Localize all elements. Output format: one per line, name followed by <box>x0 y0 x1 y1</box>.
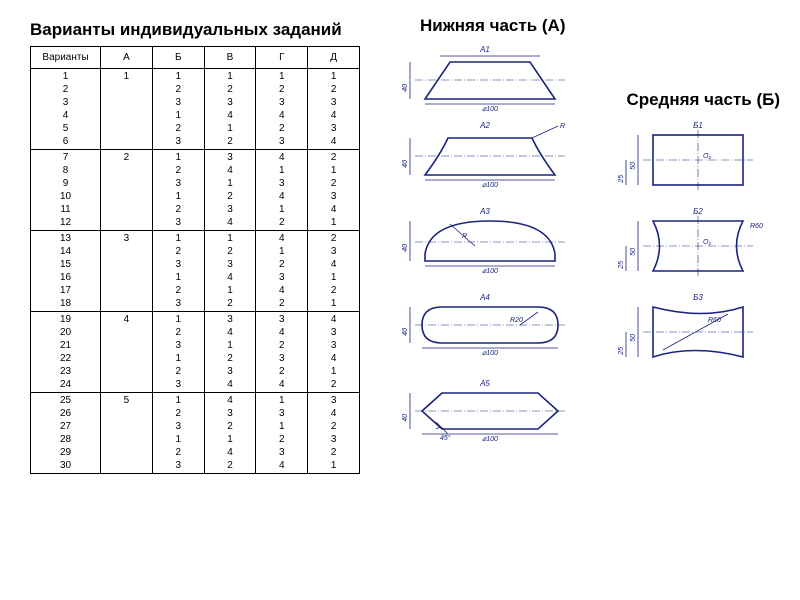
svg-text:50: 50 <box>630 162 637 170</box>
diagram-a2: А2 R ⌀100 40 <box>380 120 590 190</box>
diagram-b3: Б3 R60 50 25 <box>608 292 788 370</box>
col-g: Г <box>256 47 308 69</box>
table-cell: 341234 <box>204 312 256 393</box>
table-cell: 123434 <box>308 69 360 150</box>
table-row: 252627282930 <box>31 393 101 474</box>
svg-text:⌀100: ⌀100 <box>482 268 498 274</box>
svg-text:А5: А5 <box>479 379 490 388</box>
diagram-a4: А4 R20 ⌀100 40 <box>380 292 590 356</box>
svg-text:Б2: Б2 <box>693 207 703 216</box>
col-b: Б <box>152 47 204 69</box>
table-cell: 212341 <box>308 150 360 231</box>
svg-text:45°: 45° <box>440 434 451 442</box>
svg-text:А4: А4 <box>479 293 490 302</box>
svg-text:⌀100: ⌀100 <box>482 106 498 112</box>
svg-text:40: 40 <box>402 160 409 168</box>
table-cell: 131234 <box>256 393 308 474</box>
svg-text:А1: А1 <box>479 45 490 54</box>
table-cell: 123123 <box>152 69 204 150</box>
diagram-b1: Б1 O₂ 50 25 <box>608 120 788 198</box>
svg-text:25: 25 <box>618 175 625 184</box>
table-cell: 234121 <box>308 231 360 312</box>
diagram-a5: А5 45° ⌀100 40 <box>380 378 590 444</box>
table-cell: 433412 <box>308 312 360 393</box>
table-cell: 2 <box>101 150 153 231</box>
main-heading: Варианты индивидуальных заданий <box>30 20 360 40</box>
table-cell: 4 <box>101 312 153 393</box>
col-v: В <box>204 47 256 69</box>
variants-table: Варианты А Б В Г Д 123456112312312341212… <box>30 46 360 474</box>
table-cell: 123123 <box>152 312 204 393</box>
diagram-b2: Б2 O₂ R60 50 25 <box>608 206 788 284</box>
svg-text:Б3: Б3 <box>693 293 703 302</box>
table-cell: 413412 <box>256 150 308 231</box>
table-row: 123456 <box>31 69 101 150</box>
heading-part-a: Нижняя часть (А) <box>420 16 566 36</box>
svg-text:50: 50 <box>630 334 637 342</box>
table-cell: 412342 <box>256 231 308 312</box>
svg-text:O₂: O₂ <box>703 239 711 246</box>
svg-text:⌀100: ⌀100 <box>482 182 498 189</box>
table-cell: 3 <box>101 231 153 312</box>
table-cell: 5 <box>101 393 153 474</box>
table-row: 131415161718 <box>31 231 101 312</box>
svg-text:40: 40 <box>402 84 409 92</box>
table-cell: 432142 <box>204 393 256 474</box>
table-row: 192021222324 <box>31 312 101 393</box>
diagram-a1: А1 ⌀100 40 <box>380 44 590 112</box>
svg-text:R20: R20 <box>510 317 523 324</box>
diagrams-area: А1 ⌀100 40 А2 <box>380 44 770 452</box>
svg-text:50: 50 <box>630 248 637 256</box>
svg-text:R: R <box>560 123 565 130</box>
svg-text:40: 40 <box>402 244 409 252</box>
table-cell: 123412 <box>204 231 256 312</box>
table-cell: 123123 <box>152 393 204 474</box>
table-cell: 123123 <box>152 231 204 312</box>
table-cell: 123423 <box>256 69 308 150</box>
svg-text:⌀100: ⌀100 <box>482 436 498 443</box>
svg-text:40: 40 <box>402 328 409 336</box>
table-row: 789101112 <box>31 150 101 231</box>
svg-text:Б1: Б1 <box>693 121 703 130</box>
table-cell: 1 <box>101 69 153 150</box>
svg-text:R60: R60 <box>750 223 763 230</box>
table-cell: 341234 <box>204 150 256 231</box>
svg-text:R60: R60 <box>708 317 721 324</box>
table-cell: 123123 <box>152 150 204 231</box>
svg-text:R: R <box>462 233 467 240</box>
diagram-a3: А3 R ⌀100 40 <box>380 206 590 274</box>
col-a: А <box>101 47 153 69</box>
col-variants: Варианты <box>31 47 101 69</box>
table-cell: 342321 <box>308 393 360 474</box>
col-d: Д <box>308 47 360 69</box>
svg-text:25: 25 <box>618 347 625 356</box>
svg-text:А3: А3 <box>479 207 490 216</box>
table-cell: 342324 <box>256 312 308 393</box>
svg-text:40: 40 <box>402 414 409 422</box>
svg-text:⌀100: ⌀100 <box>482 350 498 356</box>
svg-text:А2: А2 <box>479 121 490 130</box>
table-cell: 123412 <box>204 69 256 150</box>
svg-text:25: 25 <box>618 261 625 270</box>
svg-text:O₂: O₂ <box>703 153 711 160</box>
